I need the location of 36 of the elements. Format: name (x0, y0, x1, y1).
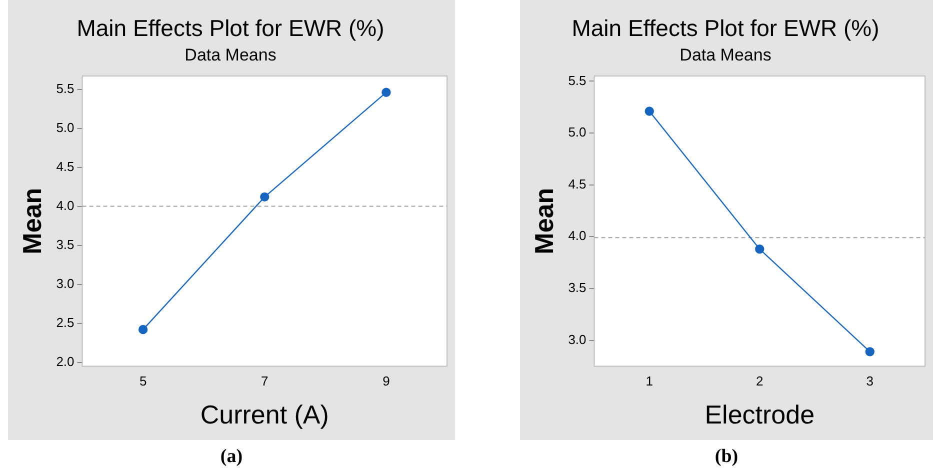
chart-title: Main Effects Plot for EWR (%) (76, 15, 384, 42)
x-tick-label: 7 (261, 374, 268, 389)
y-tick-label: 5.5 (568, 72, 586, 88)
chart-subtitle: Data Means (184, 45, 276, 64)
point (260, 192, 270, 202)
text: (b) (714, 446, 740, 468)
text: (a) (219, 446, 244, 468)
y-tick-label: 3.5 (56, 236, 74, 252)
y-tick-label: 5.0 (568, 124, 586, 140)
point (138, 324, 148, 334)
y-tick-label: 5.5 (56, 80, 74, 96)
chart-title: Main Effects Plot for EWR (%) (572, 15, 880, 42)
x-tick-label: 2 (756, 374, 764, 389)
point (755, 244, 764, 254)
y-tick-label: 2.0 (56, 354, 74, 369)
x-tick-label: 3 (866, 374, 874, 389)
point (865, 347, 874, 356)
y-tick-label: 5.0 (56, 120, 74, 135)
y-axis-title: Mean (16, 188, 47, 254)
x-axis-title: Electrode (704, 400, 815, 430)
y-tick-label: 3.5 (568, 280, 586, 296)
y-tick-label: 4.0 (568, 228, 586, 244)
y-tick-label: 4.0 (56, 198, 74, 213)
x-tick-label: 5 (139, 374, 147, 389)
y-tick-label: 2.5 (56, 314, 74, 330)
y-tick-label: 4.5 (568, 176, 586, 192)
chart-subtitle: Data Means (680, 45, 772, 64)
x-tick-label: 1 (646, 374, 654, 389)
y-tick-label: 3.0 (56, 276, 74, 291)
y-tick-label: 4.5 (56, 158, 74, 174)
x-tick-label: 9 (382, 374, 390, 389)
point (382, 88, 391, 97)
y-axis-title: Mean (528, 188, 559, 254)
point (644, 106, 654, 116)
y-tick-label: 3.0 (568, 332, 586, 347)
x-axis-title: Current (A) (200, 400, 329, 430)
